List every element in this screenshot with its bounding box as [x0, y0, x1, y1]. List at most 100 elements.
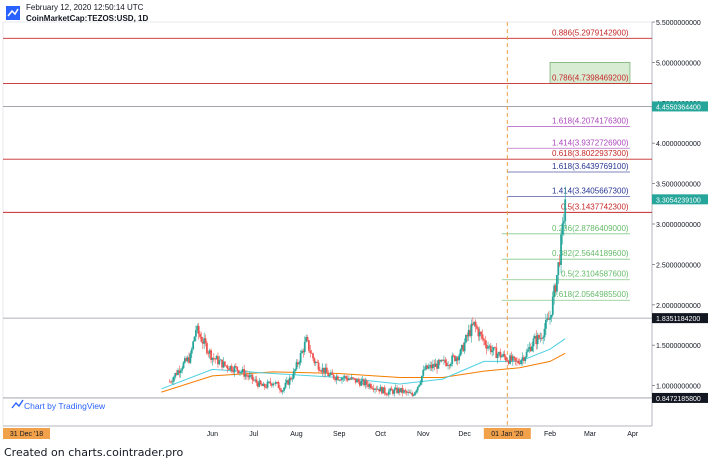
- candle-body: [470, 323, 473, 336]
- candle-body: [332, 374, 335, 379]
- candle-body: [214, 358, 217, 360]
- candle-body: [182, 362, 185, 369]
- candle-body: [390, 388, 393, 391]
- candle-body: [553, 285, 556, 297]
- candle-body: [274, 382, 277, 384]
- candle-body: [203, 338, 206, 344]
- candle-body: [222, 361, 225, 368]
- candle-body: [452, 355, 455, 357]
- candle-body: [396, 387, 398, 393]
- candle-body: [507, 360, 510, 364]
- candle-body: [542, 337, 545, 339]
- candle-body: [272, 383, 274, 386]
- candle-body: [550, 314, 553, 318]
- candle-body: [283, 387, 285, 391]
- candle-body: [349, 379, 352, 380]
- candle-body: [558, 262, 561, 265]
- candle-body: [208, 350, 211, 354]
- time-tag: [3, 428, 50, 439]
- x-tick-label: Oct: [375, 431, 386, 438]
- candle-body: [244, 374, 247, 377]
- candle-body: [480, 331, 483, 335]
- candle-body: [313, 358, 316, 364]
- fib-level-label: 1.414(3.3405667300): [552, 186, 629, 195]
- candle-body: [487, 346, 489, 349]
- candle-body: [335, 376, 338, 381]
- candle-body: [405, 391, 408, 393]
- candle-body: [367, 384, 370, 387]
- candle-body: [368, 384, 371, 387]
- y-tick-label: 2.5000000000: [656, 262, 701, 269]
- candle-body: [415, 390, 418, 393]
- candle-body: [334, 378, 336, 381]
- candle-body: [172, 376, 175, 382]
- candle-body: [423, 369, 426, 371]
- candle-body: [353, 378, 356, 379]
- candle-body: [365, 380, 368, 385]
- candle-body: [407, 392, 410, 393]
- candle-body: [301, 350, 303, 354]
- candle-body: [551, 296, 554, 315]
- price-tag-label: 1.8351184200: [656, 316, 700, 323]
- candle-body: [458, 355, 460, 361]
- candles-layer: [168, 186, 567, 398]
- candle-body: [284, 382, 287, 388]
- candle-body: [211, 357, 214, 360]
- candle-body: [247, 375, 250, 378]
- candle-body: [445, 362, 448, 366]
- candle-body: [197, 325, 200, 334]
- chart-timestamp: February 12, 2020 12:50:14 UTC: [26, 3, 144, 12]
- candle-body: [378, 388, 381, 392]
- candle-body: [371, 388, 374, 389]
- candle-body: [564, 199, 567, 222]
- candle-body: [531, 346, 534, 352]
- fib-level-label: 0.618(2.0564985500): [552, 290, 629, 299]
- candle-body: [215, 356, 218, 360]
- candle-body: [190, 349, 193, 354]
- candle-body: [175, 373, 178, 375]
- candle-body: [433, 364, 436, 367]
- candle-body: [517, 361, 520, 364]
- candle-body: [398, 388, 401, 393]
- candle-body: [560, 234, 562, 265]
- price-tag: [652, 194, 708, 205]
- candle-body: [323, 367, 325, 374]
- candle-body: [212, 357, 215, 359]
- candle-body: [520, 360, 522, 365]
- candle-body: [444, 359, 447, 363]
- time-tag: [483, 428, 531, 439]
- candle-body: [296, 362, 299, 365]
- candle-body: [255, 379, 258, 383]
- candle-body: [193, 336, 196, 342]
- candle-body: [482, 338, 485, 341]
- candle-body: [339, 379, 342, 381]
- x-tick-label: Jul: [249, 431, 258, 438]
- candle-body: [386, 394, 389, 396]
- candle-body: [303, 341, 306, 353]
- fib-level-label: 1.618(3.6439769100): [552, 162, 629, 171]
- candle-body: [429, 364, 432, 367]
- watermark-layer: Chart by TradingView: [11, 399, 106, 411]
- candle-body: [383, 387, 386, 394]
- candle-body: [448, 365, 451, 367]
- y-tick-label: 5.0000000000: [656, 60, 701, 67]
- candle-body: [341, 377, 343, 381]
- candle-body: [309, 350, 312, 353]
- candle-body: [473, 321, 476, 325]
- candle-body: [310, 352, 313, 354]
- candle-body: [532, 338, 535, 347]
- candle-body: [506, 360, 509, 362]
- candle-body: [539, 337, 542, 339]
- x-tick-label: Apr: [627, 431, 639, 438]
- candle-body: [434, 363, 437, 367]
- candle-body: [419, 382, 422, 385]
- candle-body: [201, 341, 204, 344]
- candle-body: [535, 336, 538, 345]
- candle-body: [456, 357, 459, 361]
- x-tick-label: Sep: [333, 431, 346, 438]
- candle-body: [545, 320, 547, 329]
- candle-body: [466, 335, 469, 337]
- candle-body: [511, 356, 514, 361]
- candle-body: [481, 334, 484, 339]
